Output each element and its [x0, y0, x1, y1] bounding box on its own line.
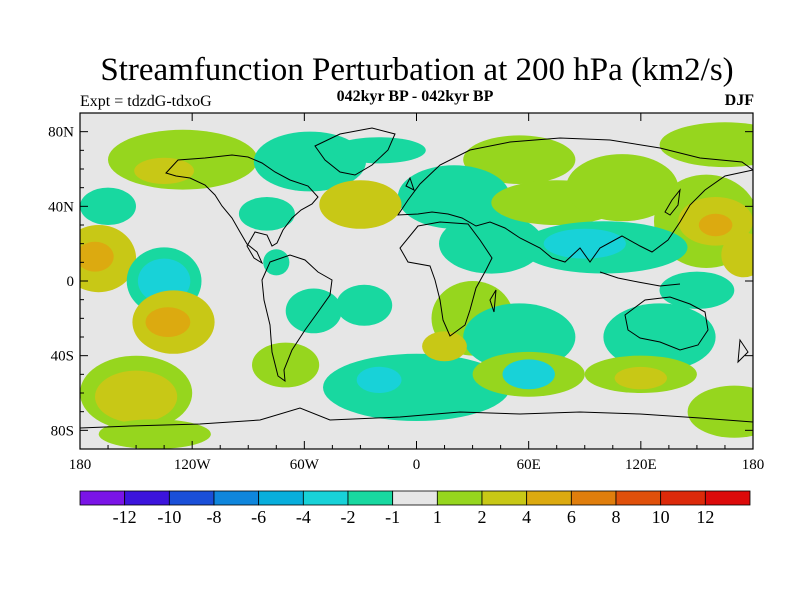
coast-antarctica	[80, 407, 753, 429]
anomaly-0	[659, 122, 753, 168]
x-tick-label-3: 0	[413, 457, 421, 473]
y-tick-label-1: 40N	[48, 199, 74, 215]
colorbar-label-12: 10	[652, 507, 670, 527]
y-tick-label-0: 80N	[48, 125, 74, 141]
colorbar-swatch-6	[347, 490, 394, 506]
colorbar-swatch-11	[570, 490, 617, 506]
anomaly-43	[422, 331, 467, 362]
anomaly-19	[721, 232, 753, 278]
chart-title: Streamfunction Perturbation at 200 hPa (…	[100, 52, 734, 88]
anomaly-13	[566, 154, 679, 222]
coast-indonesia	[599, 271, 681, 287]
coast-greenland	[314, 127, 396, 176]
colorbar-swatch-10	[526, 490, 572, 506]
colorbar-label-0: -12	[113, 507, 137, 527]
colorbar-label-13: 12	[696, 507, 714, 527]
anomaly-18	[543, 228, 626, 259]
x-tick-label-1: 120W	[174, 457, 212, 473]
anomaly-9	[238, 197, 295, 231]
colorbar-swatch-1	[124, 490, 170, 506]
x-tick-label-4: 60E	[517, 457, 541, 473]
colorbar-label-1: -10	[157, 507, 181, 527]
x-tick-label-6: 180	[742, 457, 765, 473]
colorbar-swatch-5	[302, 490, 349, 506]
anomaly-16	[698, 213, 733, 237]
y-axis: 80N 40N 0 40S 80S	[48, 125, 753, 439]
anomaly-5	[463, 135, 576, 184]
anomaly-39	[502, 359, 555, 390]
y-tick-label-4: 80S	[51, 423, 74, 439]
anomaly-44	[98, 419, 211, 449]
colorbar-label-10: 6	[567, 507, 576, 527]
y-tick-label-3: 40S	[51, 349, 74, 365]
coast-japan	[664, 188, 681, 216]
colorbar-swatch-14	[704, 490, 751, 506]
colorbar-swatch-13	[660, 490, 706, 506]
anomaly-11	[439, 213, 544, 274]
coast-north-america	[165, 154, 319, 265]
anomaly-10	[80, 187, 136, 225]
anomaly-25	[145, 307, 191, 337]
anomaly-31	[603, 303, 716, 371]
season-label: DJF	[724, 92, 754, 109]
colorbar-label-11: 8	[612, 507, 621, 527]
anomaly-37	[356, 366, 402, 393]
field-layer	[80, 113, 753, 449]
coast-australia	[624, 296, 709, 351]
colorbar-label-5: -2	[341, 507, 356, 527]
experiment-label: Expt = tdzdG-tdxoG	[80, 93, 212, 110]
x-tick-label-0: 180	[69, 457, 92, 473]
anomaly-32	[659, 271, 735, 309]
colorbar-swatch-12	[615, 490, 662, 506]
anomaly-8	[341, 195, 380, 214]
colorbar-label-9: 4	[522, 507, 531, 527]
coast-south-america	[261, 254, 333, 383]
anomaly-28	[263, 249, 290, 276]
anomaly-26	[285, 288, 342, 334]
colorbar-swatch-3	[213, 490, 260, 506]
coast-africa	[399, 221, 493, 337]
coast-eurasia	[397, 137, 753, 263]
anomaly-2	[134, 157, 195, 184]
colorbar-swatch-7	[392, 490, 438, 506]
colorbar-label-6: -1	[385, 507, 400, 527]
anomaly-41	[614, 366, 667, 390]
anomaly-21	[80, 241, 114, 272]
coast-madagascar	[489, 289, 497, 313]
coast-british-isles	[405, 176, 415, 191]
colorbar-swatch-9	[481, 490, 528, 506]
anomaly-4	[332, 137, 426, 164]
anomaly-27	[336, 284, 393, 326]
colorbar-label-7: 1	[433, 507, 442, 527]
x-tick-label-2: 60W	[290, 457, 320, 473]
anomaly-35	[95, 370, 178, 423]
colorbar-label-8: 2	[478, 507, 487, 527]
x-axis: 180 120W 60W 0 60E 120E 180	[69, 113, 765, 473]
colorbar-swatch-0	[79, 490, 126, 506]
colorbar: -12 -10 -8 -6 -4 -2 -1 1 2 4 6 8 10 12	[79, 490, 751, 527]
coast-new-zealand	[737, 338, 749, 364]
y-tick-label-2: 0	[67, 274, 75, 290]
x-tick-label-5: 120E	[625, 457, 657, 473]
coastlines	[80, 127, 753, 429]
period-label: 042kyr BP - 042kyr BP	[336, 88, 494, 105]
colorbar-label-3: -6	[251, 507, 266, 527]
colorbar-swatch-2	[168, 490, 215, 506]
anomaly-42	[687, 385, 753, 438]
colorbar-swatch-4	[258, 490, 304, 506]
colorbar-swatch-8	[436, 490, 483, 506]
colorbar-label-4: -4	[296, 507, 311, 527]
colorbar-label-2: -8	[207, 507, 222, 527]
